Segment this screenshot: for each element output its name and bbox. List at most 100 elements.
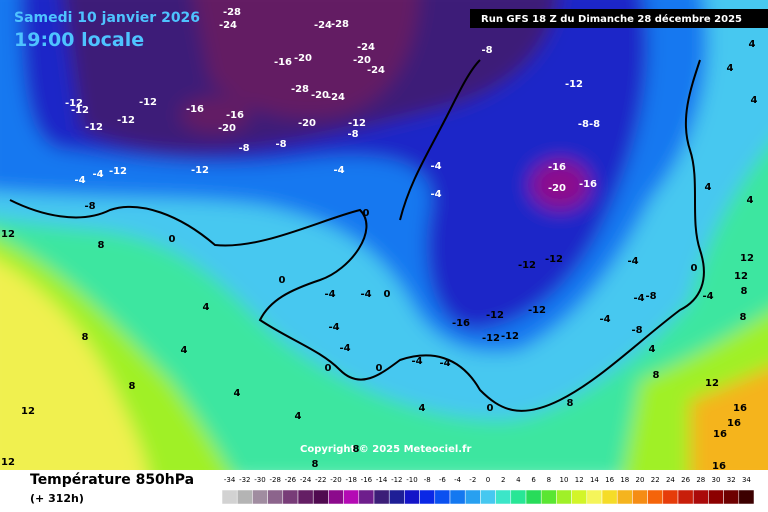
scale-label: 28: [696, 476, 705, 484]
field-title: Température 850hPa: [30, 472, 194, 488]
scale-swatch: [434, 489, 451, 505]
scale-label: 32: [727, 476, 736, 484]
scale-label: -28: [269, 476, 280, 484]
contour-label: -8-8: [578, 119, 600, 130]
scale-swatch: [586, 489, 603, 505]
contour-label: -16: [226, 110, 244, 121]
contour-label: -28: [223, 7, 241, 18]
contour-label: 0: [487, 403, 494, 414]
contour-label: 4: [181, 345, 188, 356]
contour-label: -4: [627, 256, 638, 267]
scale-swatch: [540, 489, 557, 505]
run-label: Run GFS 18 Z du Dimanche 28 décembre 202…: [481, 13, 742, 25]
contour-label: 12: [740, 253, 754, 264]
scale-label: 6: [531, 476, 536, 484]
scale-swatch: [388, 489, 405, 505]
contour-label: -8: [84, 201, 95, 212]
scale-swatch: [495, 489, 512, 505]
scale-swatch: [236, 489, 253, 505]
scale-swatch: [297, 489, 314, 505]
contour-label: 4: [751, 95, 758, 106]
scale-label: 30: [712, 476, 721, 484]
contour-label: 0: [363, 208, 370, 219]
contour-label: -4: [333, 165, 344, 176]
contour-label: -20: [548, 183, 566, 194]
contour-label: -20: [298, 118, 316, 129]
copyright: Copyright © 2025 Meteociel.fr: [300, 444, 471, 455]
contour-label: -12: [117, 115, 135, 126]
scale-swatch: [556, 489, 572, 505]
contour-label: 0: [384, 289, 391, 300]
contour-label: -4: [633, 293, 644, 304]
scale-label: -14: [376, 476, 388, 484]
scale-label: -8: [424, 476, 431, 484]
scale-swatch: [647, 489, 664, 505]
contour-label: -8: [631, 325, 642, 336]
contour-label: -8: [481, 45, 492, 56]
scale-swatch: [343, 489, 360, 505]
scale-swatch: [708, 489, 724, 505]
scale-swatch: [449, 489, 466, 505]
contour-label: -12: [482, 333, 500, 344]
scale-label: -20: [330, 476, 341, 484]
scale-swatch: [282, 489, 299, 505]
contour-label: -12: [486, 310, 504, 321]
contour-label: -4: [430, 161, 441, 172]
scale-label: 8: [547, 476, 551, 484]
contour-label: -12: [139, 97, 157, 108]
scale-label: -6: [439, 476, 447, 484]
contour-label: -12: [545, 254, 563, 265]
scale-label: -4: [454, 476, 462, 484]
scale-label: -30: [254, 476, 265, 484]
contour-label: -4: [324, 289, 335, 300]
scale-swatch: [373, 489, 390, 505]
contour-label: 12: [734, 271, 748, 282]
contour-label: 8: [741, 286, 748, 297]
contour-label: -12: [109, 166, 127, 177]
scale-label: -32: [239, 476, 250, 484]
contour-label: -4: [702, 291, 713, 302]
contour-label: -4: [411, 356, 422, 367]
scale-swatch: [601, 489, 618, 505]
contour-label: 4: [649, 344, 656, 355]
contour-label: -28: [291, 84, 309, 95]
scale-swatch: [480, 489, 496, 505]
coastlines: [9, 59, 705, 412]
contour-label: -24: [357, 42, 375, 53]
contour-label: -20: [353, 55, 371, 66]
scale-label: -10: [406, 476, 417, 484]
scale-label: -22: [315, 476, 326, 484]
contour-label: 16: [727, 418, 741, 429]
scale-label: -26: [285, 476, 297, 484]
contour-label: 0: [376, 363, 383, 374]
contour-label: -8: [238, 143, 249, 154]
contour-label: -16: [274, 57, 292, 68]
scale-swatch: [616, 489, 633, 505]
scale-label: 10: [560, 476, 569, 484]
scale-swatch: [662, 489, 679, 505]
contour-label: -20: [218, 123, 236, 134]
scale-swatch: [404, 489, 420, 505]
contour-label: 4: [747, 195, 754, 206]
scale-swatch: [252, 489, 268, 505]
scale-label: -16: [361, 476, 373, 484]
contour-label: -16: [548, 162, 566, 173]
contour-label: -8: [645, 291, 656, 302]
scale-swatch: [328, 489, 344, 505]
contour-label: 4: [749, 39, 756, 50]
contour-label: -24: [367, 65, 385, 76]
contour-label: 8: [98, 240, 105, 251]
contour-label: -12: [528, 305, 546, 316]
scale-label: 2: [501, 476, 505, 484]
contour-label: -24: [327, 92, 345, 103]
date-label: Samedi 10 janvier 2026: [14, 10, 200, 26]
contour-label: 8: [740, 312, 747, 323]
scale-label: 4: [516, 476, 521, 484]
contour-label: 8: [567, 398, 574, 409]
contour-label: -28: [331, 19, 349, 30]
scale-swatch: [723, 489, 740, 505]
contour-label: -12: [501, 331, 519, 342]
contour-label: -12: [191, 165, 209, 176]
contour-label: -24: [219, 20, 237, 31]
